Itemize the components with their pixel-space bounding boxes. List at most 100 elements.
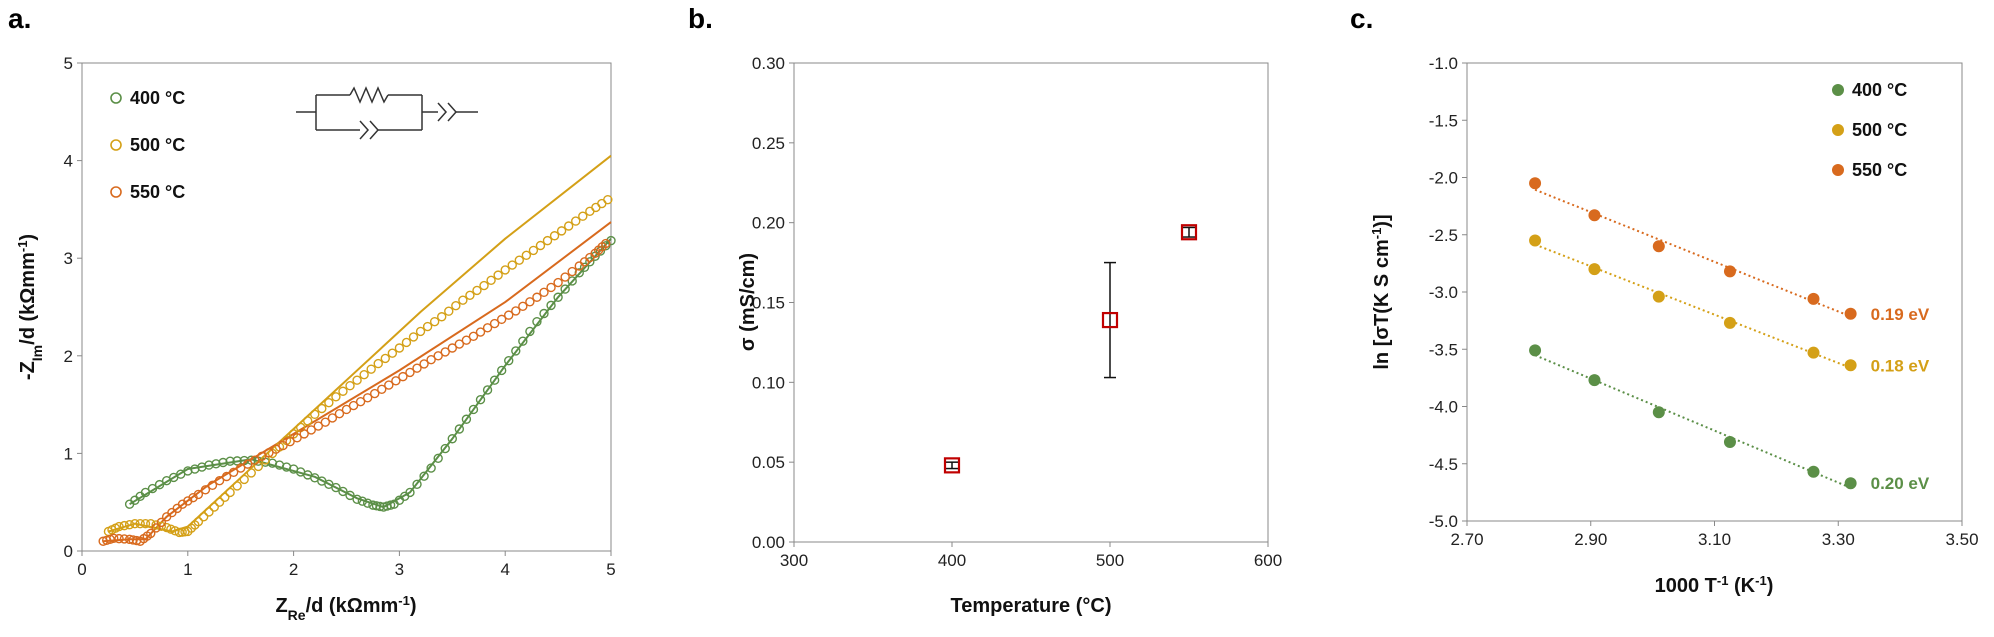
data-point bbox=[387, 348, 398, 358]
legend-a-500-marker bbox=[110, 139, 122, 151]
x-tick-label: 0 bbox=[77, 560, 86, 579]
data-point bbox=[352, 494, 362, 504]
data-point bbox=[606, 235, 616, 246]
data-point bbox=[518, 301, 528, 312]
data-point bbox=[204, 507, 214, 517]
data-point bbox=[1588, 374, 1601, 387]
legend-a-550-label: 550 °C bbox=[130, 182, 185, 202]
data-point bbox=[384, 380, 394, 390]
x-tick-label: 1 bbox=[183, 560, 192, 579]
panel-c-fit-lines bbox=[1534, 188, 1852, 489]
legend-a-500-label: 500 °C bbox=[130, 135, 185, 155]
panel-c-plot: 2.70 2.90 3.10 3.30 3.50 -1.0 -1.5 -2.0 -2.5 -3.… bbox=[1369, 54, 1979, 597]
data-point bbox=[377, 384, 387, 395]
data-point bbox=[560, 272, 570, 282]
data-point bbox=[135, 518, 145, 529]
data-point bbox=[151, 520, 161, 530]
data-point bbox=[156, 517, 167, 528]
data-point bbox=[489, 318, 500, 329]
data-point bbox=[345, 381, 355, 391]
y-tick-label: 0.15 bbox=[752, 294, 785, 313]
panel-c-y-label: ln [σT(K S cm-1)] bbox=[1369, 214, 1394, 369]
data-point bbox=[571, 216, 581, 226]
data-point bbox=[327, 413, 338, 423]
data-point bbox=[166, 524, 176, 534]
data-point bbox=[504, 355, 514, 366]
x-tick-label: 3.50 bbox=[1945, 530, 1978, 549]
data-point bbox=[232, 456, 242, 466]
data-point bbox=[221, 471, 232, 482]
data-point bbox=[207, 480, 218, 490]
data-point bbox=[264, 448, 274, 458]
data-point bbox=[433, 453, 443, 463]
y-tick-label: -3.0 bbox=[1429, 283, 1458, 302]
data-point bbox=[239, 474, 249, 485]
data-point bbox=[475, 327, 486, 337]
data-point bbox=[1529, 344, 1542, 357]
legend-c-550-label: 550 °C bbox=[1852, 160, 1907, 180]
data-point bbox=[525, 297, 535, 307]
x-tick-label: 3.30 bbox=[1822, 530, 1855, 549]
trend-line-2 bbox=[1534, 188, 1851, 318]
panel-b-y-label: σ (mS/cm) bbox=[737, 253, 759, 351]
legend-c-400-label: 400 °C bbox=[1852, 80, 1907, 100]
x-tick-label: 5 bbox=[606, 560, 615, 579]
data-point bbox=[553, 277, 563, 288]
x-tick-label: 3 bbox=[395, 560, 404, 579]
data-point bbox=[518, 336, 528, 346]
data-point bbox=[310, 409, 320, 420]
y-tick-label: 0.10 bbox=[752, 373, 785, 392]
x-tick-label: 4 bbox=[500, 560, 509, 579]
data-point bbox=[357, 496, 368, 506]
data-point bbox=[147, 483, 158, 494]
data-point bbox=[355, 396, 366, 407]
data-point bbox=[422, 321, 433, 332]
panel-a-y-label: -ZIm/d (kΩmm-1) bbox=[15, 234, 46, 380]
y-tick-label: -1.5 bbox=[1429, 111, 1458, 130]
data-point bbox=[398, 371, 408, 382]
data-point bbox=[1723, 435, 1736, 448]
data-point bbox=[257, 451, 267, 462]
data-point bbox=[204, 460, 214, 470]
data-point bbox=[156, 521, 167, 531]
data-point bbox=[338, 486, 348, 497]
data-point bbox=[348, 400, 359, 411]
data-point bbox=[451, 300, 461, 311]
y-tick-label: -1.0 bbox=[1429, 54, 1458, 73]
data-point bbox=[228, 467, 239, 477]
y-tick-label: -5.0 bbox=[1429, 512, 1458, 531]
data-point bbox=[375, 501, 385, 512]
data-point bbox=[535, 240, 546, 251]
conductivity-point bbox=[1180, 224, 1198, 241]
data-point bbox=[475, 395, 486, 405]
data-point bbox=[1723, 265, 1736, 278]
panel-a-y-ticks: 0 1 2 3 4 5 bbox=[64, 54, 82, 561]
panel-c-y-ticks: -1.0 -1.5 -2.0 -2.5 -3.0 -3.5 -4.0 -4.5 -5.0 bbox=[1429, 54, 1467, 531]
data-point bbox=[161, 522, 172, 533]
data-point bbox=[320, 417, 331, 427]
conductivity-point bbox=[1101, 311, 1119, 329]
data-point bbox=[1723, 316, 1736, 329]
equivalent-circuit-inset bbox=[296, 86, 478, 140]
data-point bbox=[444, 306, 454, 316]
data-point bbox=[341, 404, 352, 415]
y-tick-label: -4.5 bbox=[1429, 455, 1458, 474]
data-point bbox=[362, 498, 373, 508]
panel-label-c: c. bbox=[1350, 3, 1373, 34]
data-point bbox=[539, 287, 549, 298]
data-point bbox=[391, 376, 401, 386]
y-tick-label: -4.0 bbox=[1429, 398, 1458, 417]
data-point bbox=[507, 260, 517, 270]
data-point bbox=[151, 523, 161, 533]
data-point bbox=[362, 393, 373, 403]
y-tick-label: 0.30 bbox=[752, 54, 785, 73]
panel-a-plot: 0 1 2 3 4 5 0 1 2 3 4 5 ZRe/d (kΩmm-1) -ZIm/d (kΩm… bbox=[15, 54, 616, 623]
data-point bbox=[198, 512, 209, 522]
y-tick-label: -2.0 bbox=[1429, 169, 1458, 188]
data-point bbox=[415, 326, 426, 337]
data-point bbox=[271, 444, 281, 454]
data-point bbox=[542, 235, 553, 246]
data-point bbox=[546, 282, 556, 293]
data-point bbox=[214, 497, 225, 507]
